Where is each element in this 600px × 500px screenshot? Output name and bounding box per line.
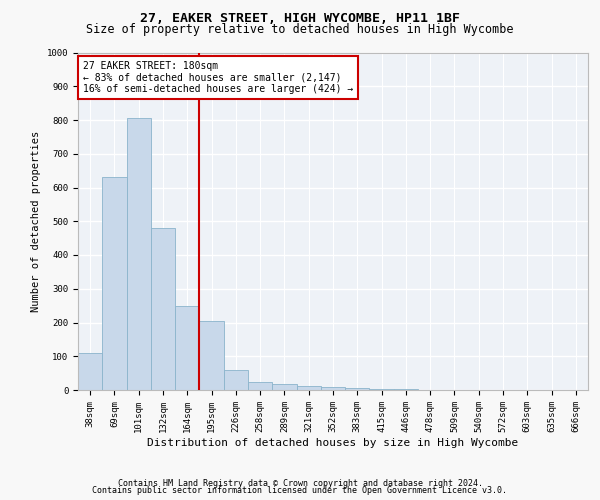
Bar	[127, 118, 151, 390]
Bar	[272, 384, 296, 390]
Bar	[248, 382, 272, 390]
Text: 27, EAKER STREET, HIGH WYCOMBE, HP11 1BF: 27, EAKER STREET, HIGH WYCOMBE, HP11 1BF	[140, 12, 460, 26]
Text: 27 EAKER STREET: 180sqm
← 83% of detached houses are smaller (2,147)
16% of semi: 27 EAKER STREET: 180sqm ← 83% of detache…	[83, 61, 353, 94]
Bar	[370, 389, 394, 390]
Text: Contains HM Land Registry data © Crown copyright and database right 2024.: Contains HM Land Registry data © Crown c…	[118, 478, 482, 488]
Bar	[345, 388, 370, 390]
Y-axis label: Number of detached properties: Number of detached properties	[31, 130, 41, 312]
Bar	[78, 353, 102, 390]
Bar	[296, 386, 321, 390]
Text: Size of property relative to detached houses in High Wycombe: Size of property relative to detached ho…	[86, 22, 514, 36]
X-axis label: Distribution of detached houses by size in High Wycombe: Distribution of detached houses by size …	[148, 438, 518, 448]
Bar	[175, 306, 199, 390]
Bar	[102, 178, 127, 390]
Bar	[199, 321, 224, 390]
Bar	[224, 370, 248, 390]
Text: Contains public sector information licensed under the Open Government Licence v3: Contains public sector information licen…	[92, 486, 508, 495]
Bar	[151, 228, 175, 390]
Bar	[321, 388, 345, 390]
